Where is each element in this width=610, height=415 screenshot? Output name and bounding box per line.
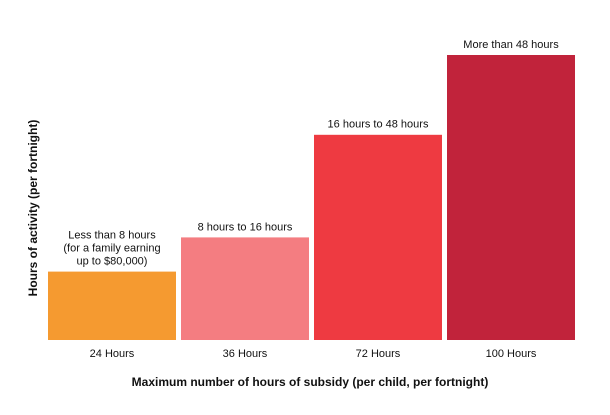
x-tick-label: 72 Hours [356,348,401,360]
x-tick-label: 24 Hours [90,348,135,360]
bar [48,271,176,340]
annotation: (for a family earning [63,243,160,255]
annotation: up to $80,000) [77,256,148,268]
bar [181,237,309,340]
x-tick-label: 36 Hours [223,348,268,360]
y-axis-title: Hours of activity (per fortnight) [26,120,40,297]
annotation: 16 hours to 48 hours [328,119,429,131]
x-axis-title: Maximum number of hours of subsidy (per … [132,375,489,389]
annotation: More than 48 hours [463,39,559,51]
bar [447,55,575,340]
bar [314,134,442,340]
x-tick-label: 100 Hours [486,348,537,360]
annotation: 8 hours to 16 hours [198,221,293,233]
annotation: Less than 8 hours [68,230,156,242]
